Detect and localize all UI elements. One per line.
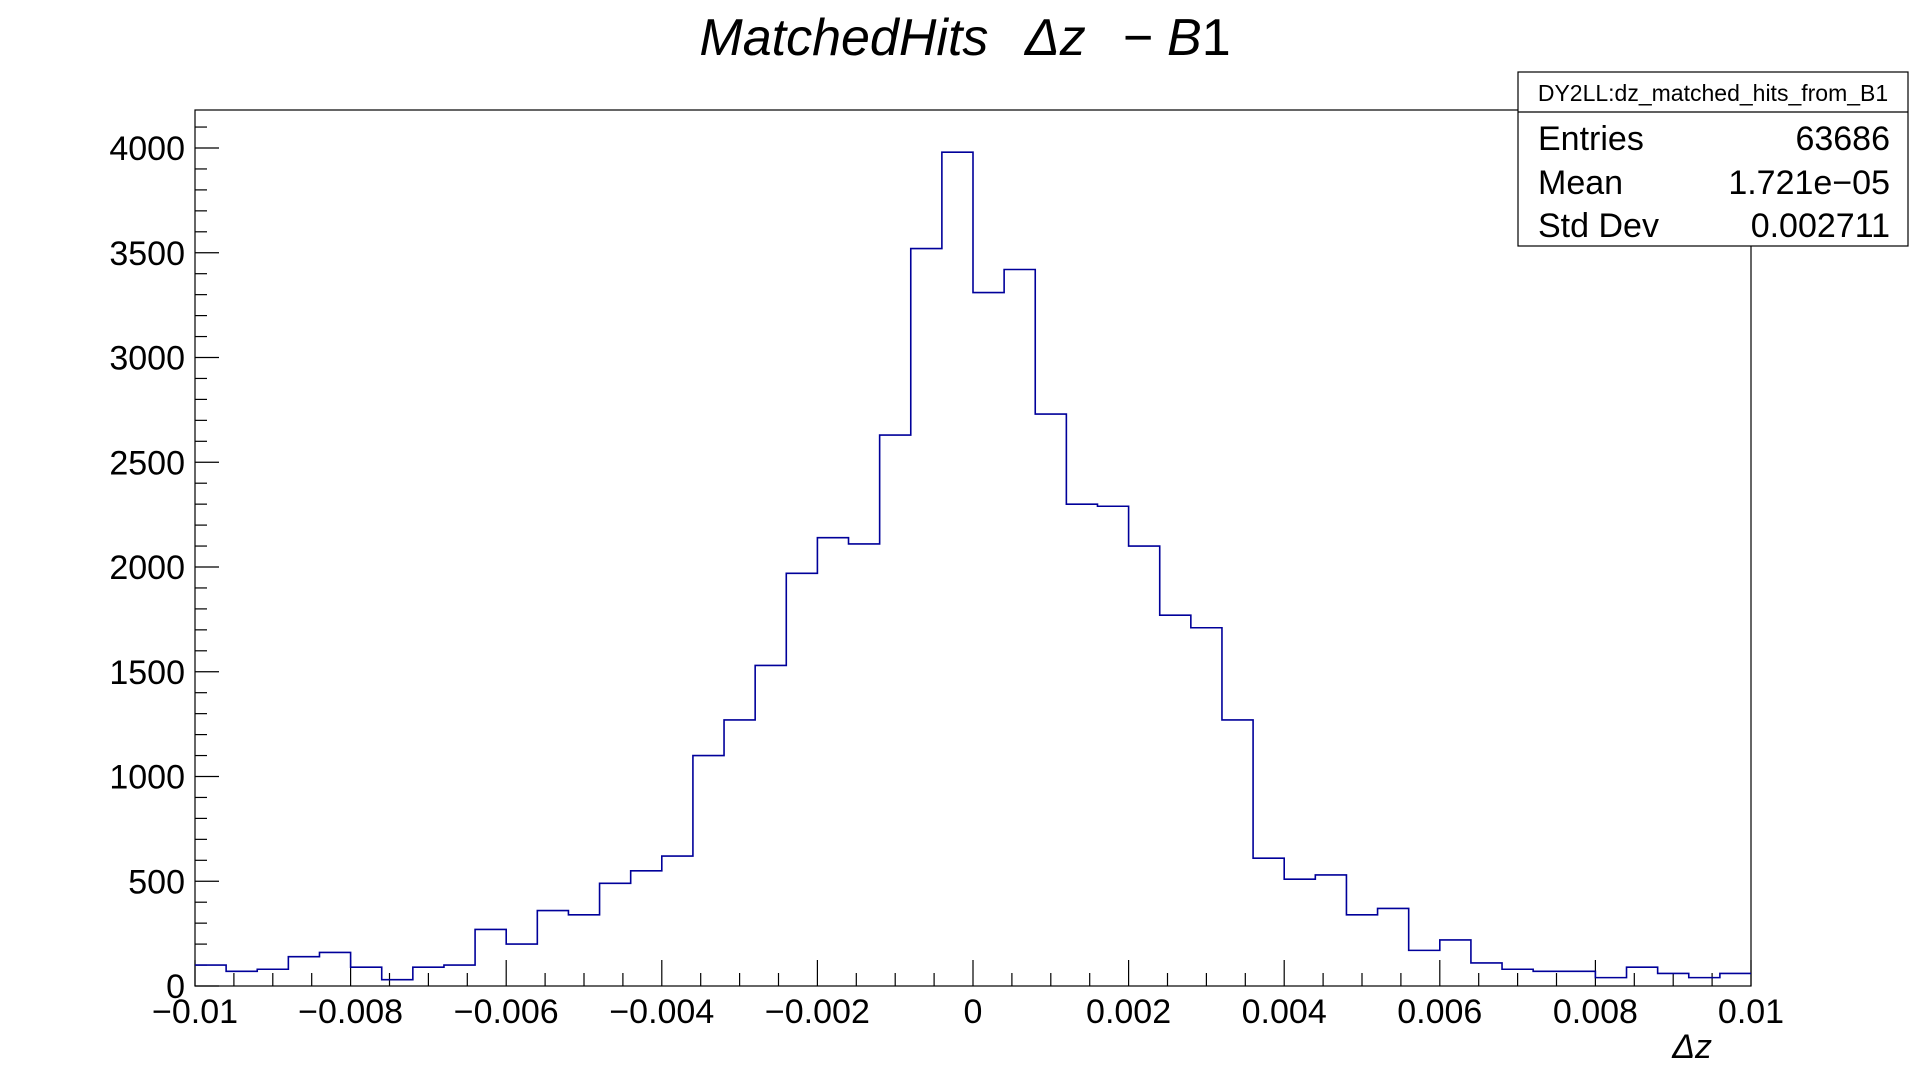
histogram-bin xyxy=(1627,967,1658,986)
y-tick-label: 2500 xyxy=(109,444,185,482)
histogram-bin xyxy=(1222,720,1253,986)
histogram-bin xyxy=(1315,875,1346,986)
stats-box: DY2LL:dz_matched_hits_from_B1 Entries 63… xyxy=(1517,71,1909,247)
histogram-bin xyxy=(288,957,319,986)
histogram-bin xyxy=(351,967,382,986)
histogram-bin xyxy=(226,971,257,986)
y-tick-label: 1500 xyxy=(109,654,185,692)
histogram-bin xyxy=(1471,963,1502,986)
x-tick-label: 0.01 xyxy=(1718,993,1784,1031)
stats-mean-label: Mean xyxy=(1538,164,1623,202)
histogram-bin xyxy=(382,980,413,986)
histogram-bin xyxy=(973,293,1004,986)
title-suffix-digit: 1 xyxy=(1202,9,1231,67)
histogram-bin xyxy=(849,544,880,986)
histogram-bin xyxy=(786,573,817,986)
chart-title: MatchedHits Δz − B1 xyxy=(699,9,1230,67)
y-tick-label: 1000 xyxy=(109,759,185,797)
histogram-bin xyxy=(475,929,506,986)
histogram-bin xyxy=(880,435,911,986)
histogram-bin xyxy=(1253,858,1284,986)
histogram-bin xyxy=(1409,950,1440,986)
histogram-bin xyxy=(755,665,786,986)
histogram-bin xyxy=(1564,971,1595,986)
histogram-bin xyxy=(1191,628,1222,986)
histogram-bin xyxy=(662,856,693,986)
histogram-bin xyxy=(1284,879,1315,986)
histogram-bin xyxy=(1035,414,1066,986)
histogram-bin xyxy=(319,952,350,986)
histogram-bin xyxy=(537,911,568,986)
histogram-bin xyxy=(600,883,631,986)
y-tick-label: 4000 xyxy=(109,130,185,168)
stats-entries-value: 63686 xyxy=(1795,120,1890,158)
histogram-bin xyxy=(1160,615,1191,986)
x-tick-label: 0.002 xyxy=(1086,993,1171,1031)
x-tick-label: 0.006 xyxy=(1397,993,1482,1031)
title-suffix: − B xyxy=(1122,9,1202,67)
histogram-bin xyxy=(1440,940,1471,986)
histogram-bin xyxy=(506,944,537,986)
y-tick-label: 2000 xyxy=(109,549,185,587)
histogram-bin xyxy=(1689,978,1720,986)
histogram-bin xyxy=(1066,504,1097,986)
x-axis: −0.01 −0.008 −0.006 −0.004 −0.002 0 0.002 0.004… xyxy=(152,960,1784,1031)
histogram-bin xyxy=(1097,506,1128,986)
y-tick-label: 500 xyxy=(128,863,185,901)
histogram-bin xyxy=(1129,546,1160,986)
histogram-bin xyxy=(1378,908,1409,986)
stats-entries-label: Entries xyxy=(1538,120,1644,158)
histogram-bin xyxy=(444,965,475,986)
histogram-bin xyxy=(1720,973,1751,986)
x-tick-label: −0.01 xyxy=(152,993,238,1031)
histogram-bin xyxy=(911,249,942,986)
stats-mean-value: 1.721e−05 xyxy=(1728,164,1890,202)
x-tick-label: 0.004 xyxy=(1242,993,1327,1031)
histogram-bin xyxy=(631,871,662,986)
histogram-outline xyxy=(195,151,1751,981)
x-axis-title: Δz xyxy=(1671,1028,1712,1066)
y-axis: 0 500 1000 1500 2000 2500 3000 3500 4000 xyxy=(109,126,219,1006)
title-delta: Δz xyxy=(1023,9,1086,67)
stats-hist-name: DY2LL:dz_matched_hits_from_B1 xyxy=(1538,80,1888,106)
x-tick-label: −0.004 xyxy=(609,993,714,1031)
x-tick-label: −0.008 xyxy=(298,993,403,1031)
x-tick-label: −0.002 xyxy=(765,993,870,1031)
histogram-bin xyxy=(942,152,973,986)
stats-box-frame xyxy=(1517,71,1909,247)
histogram-bin xyxy=(693,756,724,986)
histogram-bin xyxy=(1595,978,1626,986)
y-tick-label: 3000 xyxy=(109,340,185,378)
histogram-bin xyxy=(195,965,226,986)
y-tick-label: 0 xyxy=(166,968,185,1006)
x-tick-label: 0.008 xyxy=(1553,993,1638,1031)
stats-stddev-value: 0.002711 xyxy=(1751,207,1890,245)
histogram-bin xyxy=(1533,971,1564,986)
title-main: MatchedHits xyxy=(699,9,988,67)
x-tick-label: 0 xyxy=(964,993,983,1031)
histogram-bin xyxy=(817,538,848,986)
y-tick-label: 3500 xyxy=(109,235,185,273)
histogram-bin xyxy=(724,720,755,986)
histogram-bin xyxy=(1004,270,1035,986)
x-tick-label: −0.006 xyxy=(454,993,559,1031)
stats-stddev-label: Std Dev xyxy=(1538,207,1659,245)
